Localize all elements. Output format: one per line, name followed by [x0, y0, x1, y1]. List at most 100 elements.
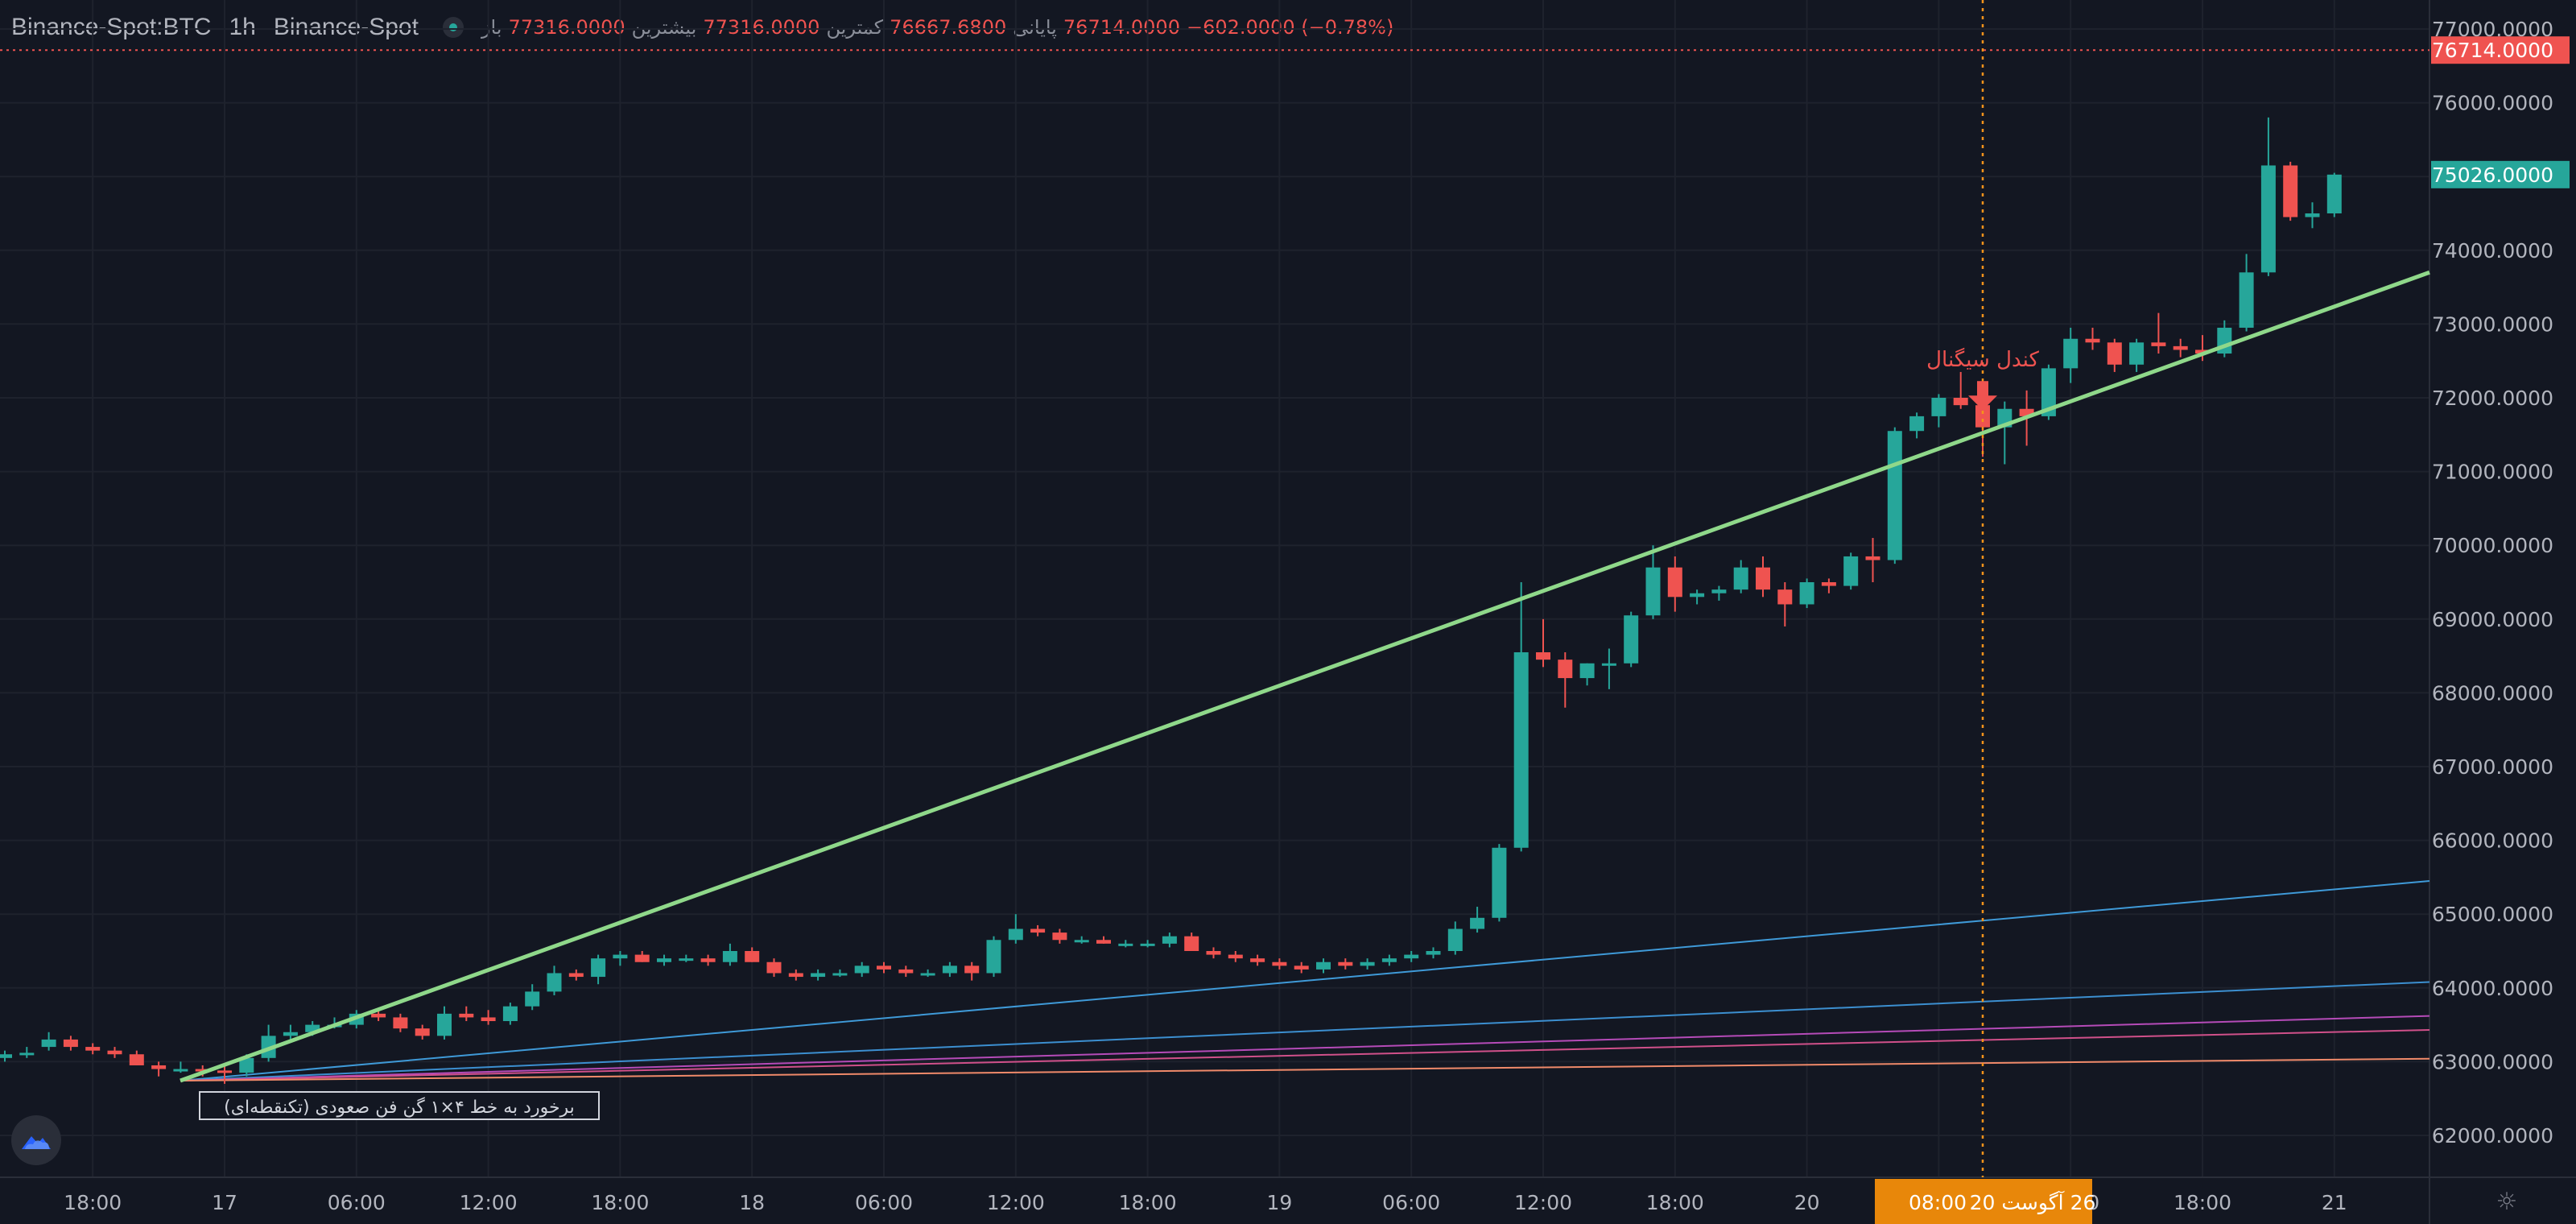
settings-button[interactable]: ☼ — [2492, 1187, 2521, 1216]
candle — [2151, 312, 2166, 354]
logo-button[interactable] — [11, 1115, 61, 1165]
signal-arrow-icon — [1968, 395, 1997, 411]
candle-body — [591, 958, 606, 978]
candle-body — [41, 1039, 56, 1048]
candle-body — [415, 1028, 430, 1036]
candle — [2129, 338, 2145, 372]
candle — [1272, 958, 1287, 970]
candle — [832, 969, 848, 978]
candle-body — [151, 1065, 167, 1069]
candle-body — [2129, 342, 2145, 365]
candle-body — [173, 1069, 188, 1072]
candle-body — [217, 1070, 232, 1073]
candle-body — [1733, 567, 1748, 590]
candle — [1250, 954, 1265, 966]
candle — [371, 1010, 386, 1022]
candle — [1404, 951, 1419, 962]
candle-body — [766, 961, 782, 974]
low-value: 76667.6800 — [890, 16, 1007, 39]
candle-body — [1447, 928, 1463, 951]
timeframe-label[interactable]: 1h — [229, 14, 256, 40]
time-tick-label: 06:00 — [328, 1191, 386, 1214]
candle — [2195, 335, 2210, 362]
time-tick-label: 12:00 — [987, 1191, 1045, 1214]
time-tick-label: 06:00 — [1382, 1191, 1440, 1214]
price-tick-label: 72000.0000 — [2432, 387, 2553, 410]
candle-body — [1975, 405, 1990, 428]
gann-fan-line — [180, 1029, 2430, 1081]
candles — [0, 117, 2342, 1084]
time-tick-label: 17 — [212, 1191, 237, 1214]
candle-body — [2326, 174, 2342, 213]
candle-body — [568, 973, 584, 978]
candle — [1008, 914, 1023, 944]
candle — [1690, 589, 1705, 605]
candle — [129, 1050, 144, 1065]
candle — [2107, 338, 2122, 372]
price-tick-label: 73000.0000 — [2432, 312, 2553, 336]
candle — [1997, 401, 2013, 465]
touch-note-label: برخورد به خط ۴×۱ گن فن صعودی (تکنقطه‌ای) — [224, 1097, 575, 1118]
time-tick-label: 18:00 — [64, 1191, 122, 1214]
candle-body — [63, 1039, 78, 1048]
candle — [745, 947, 760, 962]
price-tick-label: 76000.0000 — [2432, 92, 2553, 115]
candle-body — [481, 1017, 496, 1022]
candle — [613, 951, 628, 966]
candle — [1360, 958, 1375, 970]
price-tick-label: 74000.0000 — [2432, 239, 2553, 263]
candle — [1711, 585, 1727, 601]
high-label: بیشترین — [631, 16, 697, 39]
candle — [481, 1010, 496, 1025]
candle-body — [613, 954, 628, 959]
touch-note: برخورد به خط ۴×۱ گن فن صعودی (تکنقطه‌ای) — [199, 1091, 600, 1120]
candle-body — [1118, 943, 1133, 946]
candle-body — [898, 969, 914, 974]
candle-body — [1536, 652, 1550, 660]
current-price-tag — [2431, 160, 2570, 188]
candle — [1492, 844, 1507, 922]
symbol-label[interactable]: Binance-Spot:BTC — [11, 14, 212, 40]
candle-body — [1601, 663, 1616, 666]
mountain-cloud-icon — [22, 1136, 51, 1149]
candle-body — [1228, 954, 1243, 959]
candle-body — [393, 1017, 408, 1029]
candle — [1821, 578, 1836, 593]
candle-body — [1162, 936, 1177, 944]
candle-body — [1931, 398, 1946, 416]
candle — [1052, 928, 1067, 944]
candle — [1316, 958, 1331, 974]
candle — [1843, 552, 1859, 590]
candle-body — [1645, 567, 1661, 616]
candle — [1887, 427, 1902, 564]
candle — [2260, 117, 2276, 276]
candle — [1381, 954, 1397, 966]
candle — [0, 1050, 12, 1062]
last-price-tag — [2431, 36, 2570, 64]
candle-body — [1426, 951, 1441, 955]
candle — [2326, 172, 2342, 217]
current-price-tag-label: 75026.0000 — [2432, 163, 2553, 187]
candle — [1953, 371, 1968, 409]
candle-body — [305, 1024, 320, 1032]
candle — [986, 936, 1001, 978]
candle-body — [1799, 582, 1814, 605]
candle — [1777, 582, 1793, 626]
crosshair-date-label: 26 آگوست 20 — [1970, 1190, 2096, 1214]
candle — [173, 1061, 188, 1073]
candle-body — [85, 1047, 101, 1051]
candle — [107, 1047, 122, 1058]
candle-body — [1690, 593, 1705, 598]
exchange-label[interactable]: Binance-Spot — [273, 14, 419, 40]
candle — [525, 984, 540, 1011]
candle-body — [0, 1054, 12, 1058]
last-price-tag-label: 76714.0000 — [2432, 39, 2553, 62]
candle-body — [986, 940, 1001, 974]
close-value: 76714.0000 — [1063, 16, 1180, 39]
candle-body — [1338, 961, 1353, 966]
price-tick-label: 68000.0000 — [2432, 681, 2553, 705]
candle-body — [920, 973, 935, 976]
candle — [85, 1043, 101, 1055]
candle-body — [1052, 932, 1067, 941]
